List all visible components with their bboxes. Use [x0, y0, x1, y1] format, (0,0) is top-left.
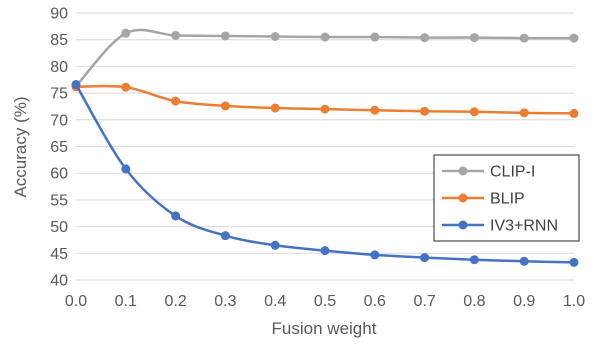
x-tick-label: 0.2 [164, 293, 186, 310]
y-tick-label: 70 [50, 112, 68, 129]
x-tick-label: 0.4 [264, 293, 286, 310]
series-clip-i [71, 28, 579, 91]
data-point-blip [320, 104, 330, 114]
data-point-iv3-rnn [569, 257, 579, 267]
y-axis-tick-labels: 40 45 50 55 60 65 70 75 80 85 90 [50, 6, 68, 290]
x-tick-label: 0.9 [513, 293, 535, 310]
y-tick-label: 75 [50, 86, 68, 103]
gridlines [76, 12, 574, 281]
data-point-iv3-rnn [370, 250, 380, 260]
data-point-iv3-rnn [71, 80, 81, 90]
data-point-iv3-rnn [469, 255, 479, 265]
legend-label: IV3+RNN [490, 218, 558, 235]
legend-swatch-marker [458, 193, 468, 203]
data-point-clip-i [121, 28, 131, 38]
data-point-iv3-rnn [320, 246, 330, 256]
y-tick-label: 65 [50, 139, 68, 156]
data-point-blip [270, 103, 280, 113]
data-point-iv3-rnn [171, 211, 181, 221]
y-tick-label: 85 [50, 32, 68, 49]
data-point-clip-i [370, 32, 380, 42]
legend-item-iv3-rnn: IV3+RNN [442, 218, 558, 235]
y-axis-title: Accuracy (%) [11, 96, 30, 197]
legend-label: BLIP [490, 191, 525, 208]
legend-label: CLIP-I [490, 164, 535, 181]
data-point-iv3-rnn [220, 231, 230, 241]
data-point-clip-i [320, 32, 330, 42]
data-point-clip-i [519, 33, 529, 43]
data-point-clip-i [469, 33, 479, 43]
data-point-blip [370, 105, 380, 115]
y-tick-label: 40 [50, 273, 68, 290]
data-point-blip [569, 108, 579, 118]
data-point-clip-i [270, 31, 280, 41]
series-layer [71, 28, 579, 267]
data-point-iv3-rnn [270, 240, 280, 250]
data-point-blip [171, 96, 181, 106]
x-axis-tick-labels: 0.0 0.1 0.2 0.3 0.4 0.5 0.6 0.7 0.8 0.9 1.0 [65, 293, 585, 310]
x-tick-label: 0.3 [214, 293, 236, 310]
series-blip [71, 82, 579, 118]
x-tick-label: 1.0 [563, 293, 585, 310]
legend-item-clip-i: CLIP-I [442, 164, 535, 181]
x-axis-title: Fusion weight [272, 319, 377, 338]
y-tick-label: 80 [50, 59, 68, 76]
data-point-clip-i [220, 31, 230, 41]
y-tick-label: 50 [50, 219, 68, 236]
data-point-iv3-rnn [420, 253, 430, 263]
data-point-clip-i [171, 30, 181, 40]
legend-item-blip: BLIP [442, 191, 525, 208]
y-tick-label: 60 [50, 166, 68, 183]
data-point-iv3-rnn [121, 164, 131, 174]
y-tick-label: 90 [50, 6, 68, 23]
x-tick-label: 0.8 [463, 293, 485, 310]
data-point-clip-i [420, 33, 430, 43]
legend: CLIP-I BLIP IV3+RNN [433, 154, 580, 242]
series-iv3-rnn [71, 80, 579, 267]
legend-swatch-marker [458, 166, 468, 176]
y-tick-label: 45 [50, 246, 68, 263]
x-tick-label: 0.7 [413, 293, 435, 310]
x-tick-label: 0.6 [364, 293, 386, 310]
data-point-blip [220, 101, 230, 111]
data-point-blip [519, 108, 529, 118]
x-tick-label: 0.5 [314, 293, 336, 310]
data-point-blip [469, 107, 479, 117]
data-point-clip-i [569, 33, 579, 43]
x-tick-label: 0.1 [115, 293, 137, 310]
data-point-iv3-rnn [519, 256, 529, 266]
y-tick-label: 55 [50, 192, 68, 209]
x-tick-label: 0.0 [65, 293, 87, 310]
data-point-blip [420, 106, 430, 116]
legend-swatch-marker [458, 220, 468, 230]
data-point-blip [121, 82, 131, 92]
